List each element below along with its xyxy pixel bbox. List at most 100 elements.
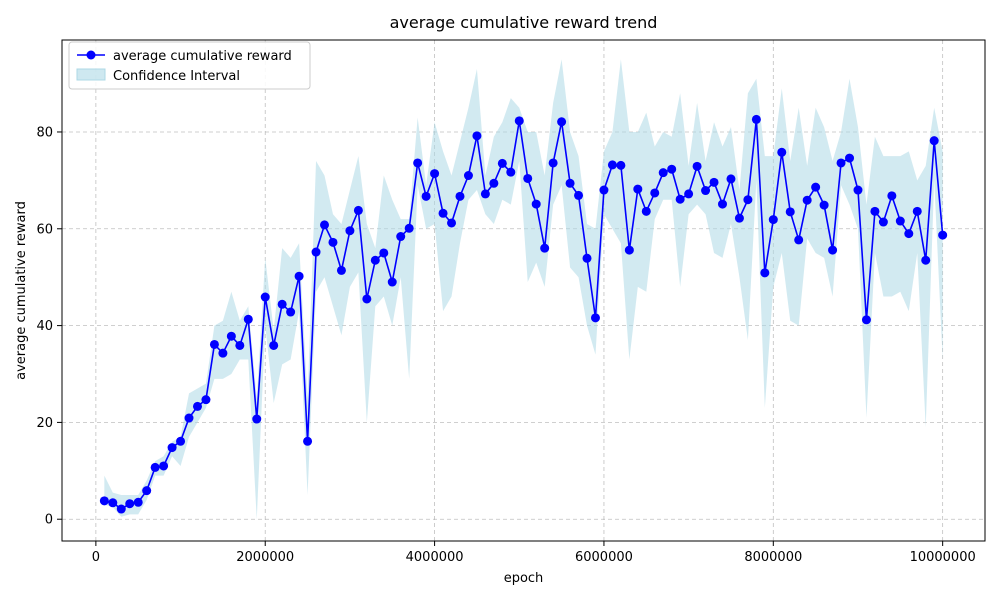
data-point: [582, 253, 592, 263]
data-point: [641, 206, 651, 216]
data-point: [616, 160, 626, 170]
data-point: [269, 340, 279, 350]
data-point: [777, 147, 787, 157]
data-point: [142, 486, 152, 496]
legend-box: [68, 41, 311, 90]
data-point: [878, 217, 888, 227]
x-tick-label: 2000000: [236, 550, 294, 565]
data-point: [99, 496, 109, 506]
data-point: [235, 340, 245, 350]
legend-label-series: average cumulative reward: [113, 49, 292, 64]
plot-frame: [61, 39, 986, 542]
x-tick-label: 10000000: [910, 550, 976, 565]
data-point: [116, 504, 126, 514]
data-point: [514, 116, 524, 126]
data-point: [811, 182, 821, 192]
y-tick-label: 40: [36, 319, 53, 334]
data-point: [599, 185, 609, 195]
data-point: [717, 199, 727, 209]
x-tick-label: 0: [92, 550, 100, 565]
data-point: [912, 206, 922, 216]
data-point: [853, 185, 863, 195]
data-point: [345, 226, 355, 236]
data-point: [540, 243, 550, 253]
data-point: [523, 173, 533, 183]
data-point: [176, 436, 186, 446]
data-point: [243, 314, 253, 324]
data-point: [557, 117, 567, 127]
data-point: [303, 436, 313, 446]
data-point: [294, 271, 304, 281]
data-point: [370, 255, 380, 265]
data-point: [607, 160, 617, 170]
data-point: [675, 194, 685, 204]
legend-label-band: Confidence Interval: [113, 69, 240, 84]
data-point: [658, 168, 668, 178]
y-tick-label: 20: [36, 416, 53, 431]
data-point: [760, 268, 770, 278]
data-point: [489, 178, 499, 188]
legend: average cumulative reward Confidence Int…: [68, 41, 311, 90]
data-point: [887, 191, 897, 201]
data-point: [751, 114, 761, 124]
data-point: [226, 331, 236, 341]
data-point: [260, 292, 270, 302]
data-point: [684, 189, 694, 199]
data-point: [353, 205, 363, 215]
data-point: [497, 158, 507, 168]
data-point: [506, 167, 516, 177]
y-tick-label: 60: [36, 222, 53, 237]
data-point: [472, 131, 482, 141]
data-point: [184, 413, 194, 423]
data-point: [387, 277, 397, 287]
data-point: [870, 206, 880, 216]
data-point: [201, 395, 211, 405]
data-point: [286, 307, 296, 317]
data-point: [209, 339, 219, 349]
data-point: [734, 213, 744, 223]
x-tick-label: 6000000: [575, 550, 633, 565]
data-point: [167, 443, 177, 453]
data-point: [845, 153, 855, 163]
data-point: [565, 178, 575, 188]
data-point: [633, 184, 643, 194]
data-point: [438, 208, 448, 218]
data-point: [836, 158, 846, 168]
series-line: [104, 119, 944, 511]
x-axis: 0 2000000 4000000 6000000 8000000 10000000: [92, 541, 976, 565]
data-point: [692, 161, 702, 171]
data-point: [413, 158, 423, 168]
data-point: [108, 498, 118, 508]
x-tick-label: 4000000: [406, 550, 464, 565]
data-point: [218, 348, 228, 358]
data-point: [743, 195, 753, 205]
legend-circle-marker: [86, 50, 96, 60]
average-reward-line: [104, 119, 944, 511]
data-point: [480, 189, 490, 199]
data-point: [726, 174, 736, 184]
data-point: [159, 461, 169, 471]
data-point: [455, 191, 465, 201]
data-point: [404, 223, 414, 233]
data-point: [133, 497, 143, 507]
data-point: [379, 248, 389, 258]
data-point: [590, 313, 600, 323]
data-point: [531, 199, 541, 209]
data-point: [650, 188, 660, 198]
data-point: [311, 247, 321, 257]
y-tick-label: 80: [36, 125, 53, 140]
data-point: [252, 414, 262, 424]
y-axis: 0 20 40 60 80: [36, 125, 62, 528]
data-point: [904, 229, 914, 239]
data-point: [125, 499, 135, 509]
data-point: [447, 218, 457, 228]
data-point: [574, 190, 584, 200]
data-point: [709, 177, 719, 187]
chart-title: average cumulative reward trend: [390, 13, 658, 32]
y-axis-title: average cumulative reward: [14, 201, 29, 380]
data-point: [701, 186, 711, 196]
data-point: [328, 237, 338, 247]
series-markers: [99, 114, 948, 514]
data-point: [192, 401, 202, 411]
